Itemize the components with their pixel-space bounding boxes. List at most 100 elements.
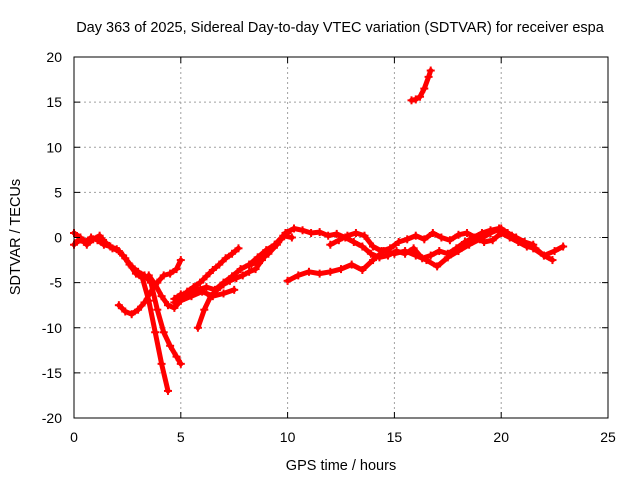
data-point <box>559 242 568 251</box>
data-point <box>369 242 378 251</box>
data-point <box>426 66 435 75</box>
data-point <box>247 260 256 269</box>
data-point <box>80 238 89 247</box>
y-tick-label: -10 <box>42 320 62 336</box>
data-point <box>334 236 343 245</box>
data-point <box>198 287 207 296</box>
data-point <box>337 265 345 274</box>
data-point <box>210 285 219 294</box>
series-line-trace-2 <box>71 235 171 394</box>
data-point <box>251 265 260 274</box>
data-point <box>403 235 412 244</box>
data-point <box>315 269 324 278</box>
data-point <box>386 244 395 253</box>
data-point <box>159 328 168 337</box>
data-point <box>134 305 143 314</box>
data-point <box>196 278 205 287</box>
data-point <box>445 236 454 245</box>
data-point <box>228 272 237 281</box>
data-point <box>230 285 239 294</box>
chart-title: Day 363 of 2025, Sidereal Day-to-day VTE… <box>76 20 605 36</box>
data-series <box>70 66 568 395</box>
y-tick-label: -15 <box>42 365 62 381</box>
data-point <box>281 228 290 237</box>
data-point <box>443 253 452 262</box>
data-point <box>157 292 166 301</box>
data-point <box>401 247 410 256</box>
y-axis-label: SDTVAR / TECUs <box>8 179 24 295</box>
data-point <box>497 228 506 237</box>
data-point <box>208 265 217 274</box>
data-point <box>347 260 356 269</box>
data-point <box>420 235 429 244</box>
x-tick-label: 15 <box>387 429 403 445</box>
data-point <box>114 301 123 310</box>
data-point <box>159 271 168 280</box>
data-point <box>151 280 160 289</box>
data-point <box>151 328 160 337</box>
data-point <box>146 287 155 296</box>
x-tick-label: 25 <box>600 429 616 445</box>
data-point <box>140 298 149 307</box>
data-point <box>411 95 420 104</box>
data-point <box>200 305 209 314</box>
data-point <box>290 224 299 233</box>
data-point <box>219 278 228 287</box>
data-point <box>99 240 108 249</box>
data-point <box>176 256 185 265</box>
data-point <box>131 269 140 278</box>
data-point <box>255 256 264 265</box>
data-point <box>166 341 175 350</box>
data-point <box>480 238 489 247</box>
data-point <box>454 230 463 239</box>
data-point <box>95 231 104 240</box>
y-tick-label: 20 <box>46 49 62 65</box>
y-tick-label: 10 <box>46 139 62 155</box>
x-tick-label: 0 <box>70 429 78 445</box>
data-point <box>422 256 431 265</box>
data-point <box>121 307 130 316</box>
data-point <box>326 240 335 249</box>
x-axis-label: GPS time / hours <box>286 458 396 474</box>
data-point <box>324 231 333 240</box>
data-point <box>454 247 463 256</box>
data-point <box>505 233 514 242</box>
data-point <box>127 310 136 319</box>
data-point <box>236 265 245 274</box>
data-point <box>411 231 420 240</box>
data-point <box>172 352 181 361</box>
data-point <box>514 238 523 247</box>
data-point <box>550 247 559 256</box>
data-point <box>193 323 202 332</box>
x-tick-label: 20 <box>493 429 509 445</box>
data-point <box>358 265 367 274</box>
data-point <box>326 267 335 276</box>
data-point <box>264 249 273 258</box>
y-tick-label: 15 <box>46 94 62 110</box>
data-point <box>307 228 316 237</box>
data-point <box>531 244 540 253</box>
data-point <box>298 226 307 235</box>
data-point <box>172 265 181 274</box>
data-point <box>351 228 360 237</box>
data-point <box>294 271 303 280</box>
data-point <box>332 229 341 238</box>
data-point <box>424 72 433 81</box>
data-point <box>106 242 115 251</box>
data-point <box>245 267 254 276</box>
data-point <box>163 301 172 310</box>
data-point <box>416 92 425 101</box>
data-point <box>238 271 247 280</box>
data-point <box>394 238 403 247</box>
data-point <box>304 267 313 276</box>
data-point <box>548 256 557 265</box>
data-point <box>433 262 442 271</box>
data-point <box>426 251 435 260</box>
data-point <box>272 240 281 249</box>
data-point <box>202 272 211 281</box>
data-point <box>153 305 162 314</box>
data-point <box>202 283 211 292</box>
data-point <box>488 236 497 245</box>
data-point <box>283 276 292 285</box>
